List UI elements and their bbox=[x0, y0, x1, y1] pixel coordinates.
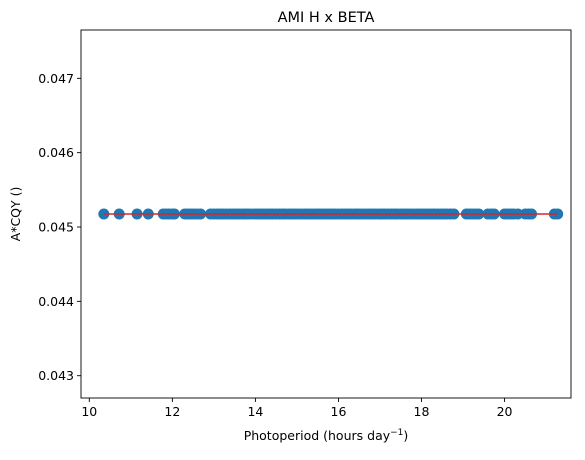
y-tick-label: 0.047 bbox=[38, 71, 74, 86]
x-tick-label: 14 bbox=[247, 404, 263, 419]
chart-title: AMI H x BETA bbox=[278, 10, 375, 26]
x-tick-label: 18 bbox=[414, 404, 430, 419]
x-axis: 10 12 14 16 18 20 bbox=[81, 398, 513, 419]
y-axis-label: A*CQY () bbox=[8, 187, 23, 242]
y-tick-label: 0.043 bbox=[38, 368, 74, 383]
x-axis-label-end: ) bbox=[403, 428, 408, 443]
y-tick-label: 0.044 bbox=[38, 294, 74, 309]
x-axis-label-main: Photoperiod (hours day bbox=[244, 428, 391, 443]
x-tick-label: 12 bbox=[164, 404, 180, 419]
x-tick-label: 16 bbox=[331, 404, 347, 419]
plot-area bbox=[98, 208, 564, 220]
x-axis-label: Photoperiod (hours day−1) bbox=[244, 428, 409, 443]
y-axis: 0.043 0.044 0.045 0.046 0.047 bbox=[38, 71, 81, 383]
x-tick-label: 10 bbox=[81, 404, 97, 419]
x-axis-label-superscript: −1 bbox=[390, 428, 403, 438]
y-tick-label: 0.045 bbox=[38, 220, 74, 235]
axes-frame bbox=[80, 29, 572, 399]
y-tick-label: 0.046 bbox=[38, 145, 74, 160]
x-tick-label: 20 bbox=[497, 404, 513, 419]
